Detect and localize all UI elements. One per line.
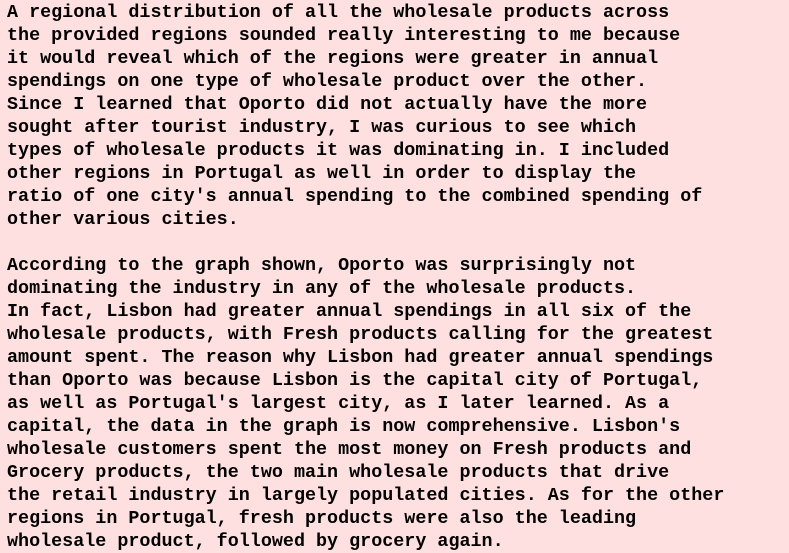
paragraph-1: A regional distribution of all the whole… xyxy=(7,1,789,231)
text-line: spendings on one type of wholesale produ… xyxy=(7,71,648,92)
text-line: capital, the data in the graph is now co… xyxy=(7,416,681,437)
text-line: the retail industry in largely populated… xyxy=(7,485,725,506)
text-line: dominating the industry in any of the wh… xyxy=(7,278,637,299)
text-line: Grocery products, the two main wholesale… xyxy=(7,462,670,483)
text-line: the provided regions sounded really inte… xyxy=(7,25,681,46)
text-line: as well as Portugal's largest city, as I… xyxy=(7,393,670,414)
text-line: other regions in Portugal as well in ord… xyxy=(7,163,637,184)
text-line: ratio of one city's annual spending to t… xyxy=(7,186,703,207)
text-line: A regional distribution of all the whole… xyxy=(7,2,670,23)
text-line: wholesale products, with Fresh products … xyxy=(7,324,714,345)
text-line: In fact, Lisbon had greater annual spend… xyxy=(7,301,692,322)
text-line: sought after tourist industry, I was cur… xyxy=(7,117,637,138)
text-line: it would reveal which of the regions wer… xyxy=(7,48,659,69)
text-line: wholesale product, followed by grocery a… xyxy=(7,531,504,552)
paragraph-2: According to the graph shown, Oporto was… xyxy=(7,254,789,553)
text-line: types of wholesale products it was domin… xyxy=(7,140,670,161)
text-line: wholesale customers spent the most money… xyxy=(7,439,692,460)
text-line: Since I learned that Oporto did not actu… xyxy=(7,94,648,115)
text-line: amount spent. The reason why Lisbon had … xyxy=(7,347,714,368)
text-line: other various cities. xyxy=(7,209,239,230)
text-line: than Oporto was because Lisbon is the ca… xyxy=(7,370,703,391)
text-line: regions in Portugal, fresh products were… xyxy=(7,508,637,529)
text-line: According to the graph shown, Oporto was… xyxy=(7,255,637,276)
